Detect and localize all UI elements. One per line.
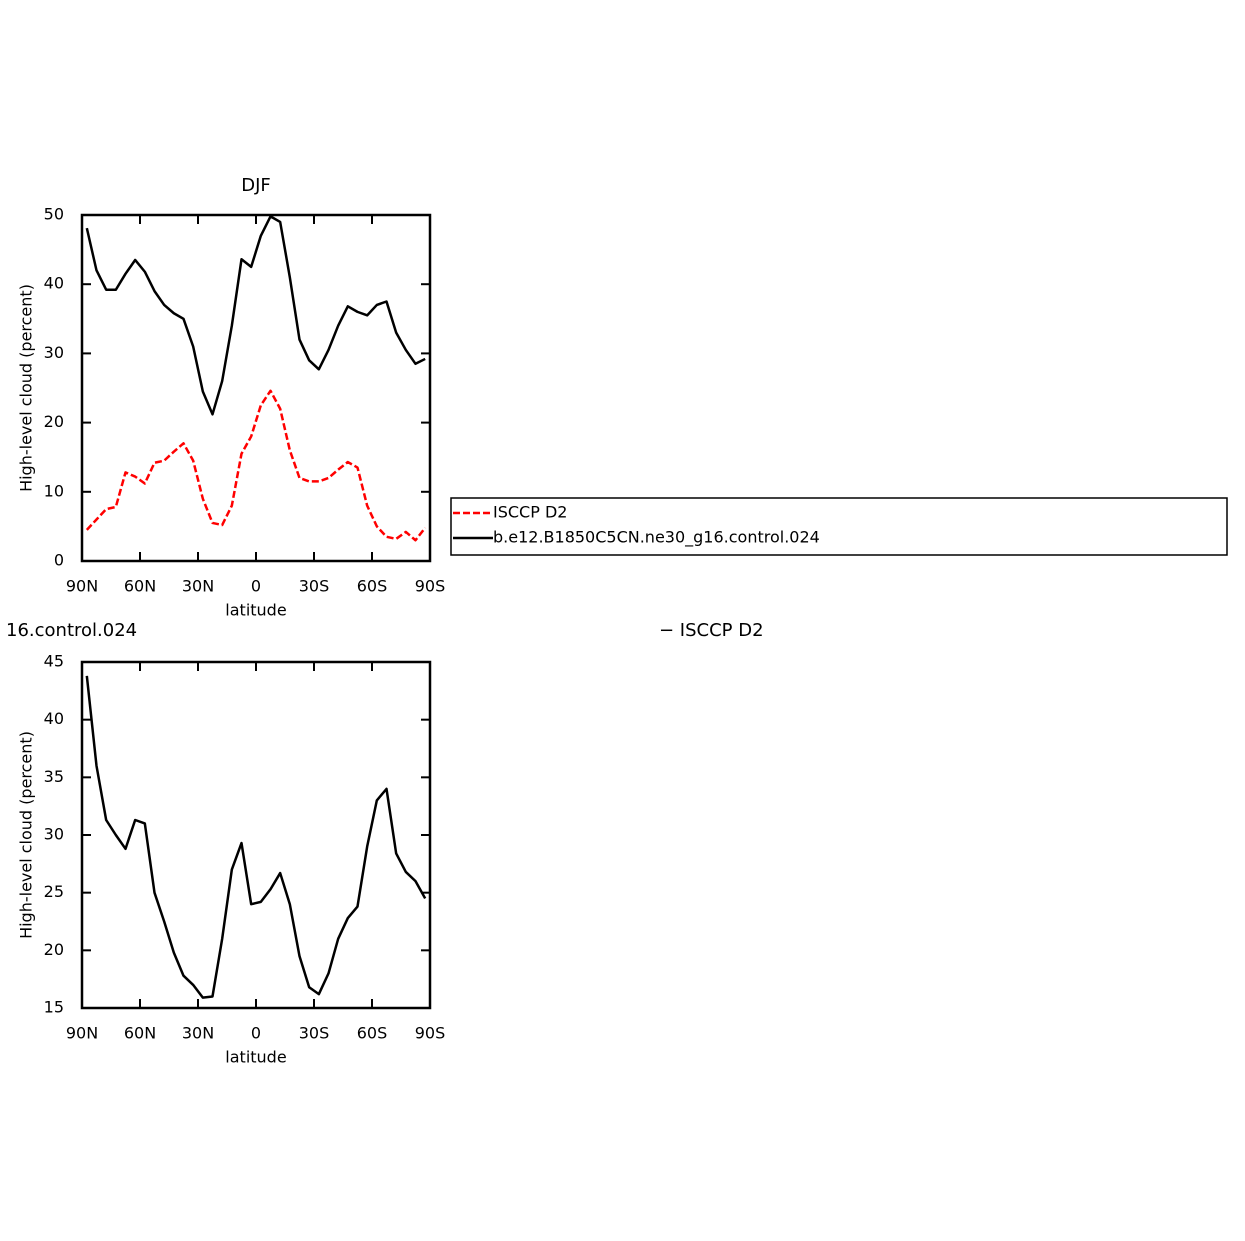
- legend-label: ISCCP D2: [493, 503, 567, 522]
- x-axis-label: latitude: [225, 1048, 286, 1067]
- y-tick-label: 45: [44, 652, 64, 671]
- chart-title-part: − ISCCP D2: [659, 620, 764, 641]
- y-tick-label: 0: [54, 551, 64, 570]
- data-line: [85, 389, 427, 542]
- y-axis-label: High-level cloud (percent): [17, 731, 36, 939]
- x-tick-label: 90S: [415, 577, 446, 596]
- x-tick-label: 0: [251, 577, 261, 596]
- y-tick-label: 50: [44, 205, 64, 224]
- x-tick-label: 30N: [182, 1024, 214, 1043]
- x-tick-label: 90S: [415, 1024, 446, 1043]
- x-tick-label: 0: [251, 1024, 261, 1043]
- y-tick-label: 30: [44, 825, 64, 844]
- x-axis-label: latitude: [225, 601, 286, 620]
- legend-label: b.e12.B1850C5CN.ne30_g16.control.024: [493, 528, 820, 548]
- y-tick-label: 40: [44, 709, 64, 728]
- y-tick-label: 40: [44, 274, 64, 293]
- chart-title-part: 16.control.024: [6, 620, 137, 641]
- x-tick-label: 90N: [66, 577, 98, 596]
- chart-title: DJF: [241, 175, 271, 196]
- x-tick-label: 60N: [124, 577, 156, 596]
- x-tick-label: 30N: [182, 577, 214, 596]
- x-tick-label: 90N: [66, 1024, 98, 1043]
- y-tick-label: 25: [44, 882, 64, 901]
- data-line: [85, 675, 427, 999]
- x-tick-label: 60S: [357, 577, 388, 596]
- y-tick-label: 10: [44, 481, 64, 500]
- y-axis-label: High-level cloud (percent): [17, 284, 36, 492]
- y-tick-label: 30: [44, 343, 64, 362]
- y-tick-label: 15: [44, 998, 64, 1017]
- legend-box: [450, 497, 1228, 556]
- y-tick-label: 35: [44, 767, 64, 786]
- data-line: [85, 215, 426, 416]
- y-tick-label: 20: [44, 940, 64, 959]
- x-tick-label: 30S: [299, 577, 330, 596]
- x-tick-label: 30S: [299, 1024, 330, 1043]
- plot-frame: [80, 660, 432, 1010]
- x-tick-label: 60N: [124, 1024, 156, 1043]
- x-tick-label: 60S: [357, 1024, 388, 1043]
- plot-frame: [80, 213, 432, 563]
- y-tick-label: 20: [44, 412, 64, 431]
